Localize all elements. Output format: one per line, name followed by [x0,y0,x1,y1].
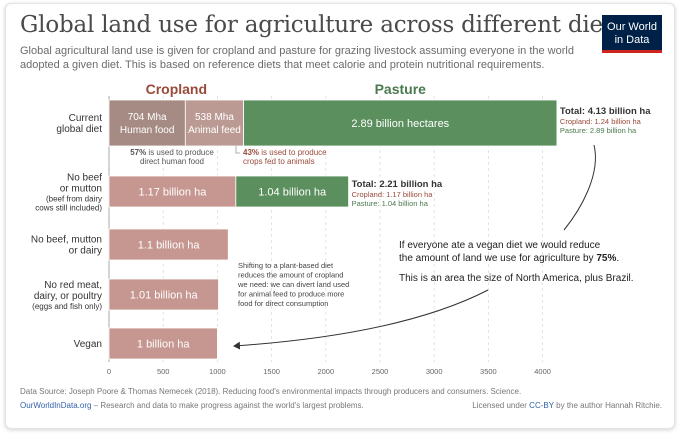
bar-label: 1.1 billion ha [138,240,201,252]
license-link[interactable]: CC-BY [529,401,554,410]
shift-annotation-line: reduces the amount of cropland [238,271,343,280]
bar-segment [108,99,186,147]
arrow-note-to-vegan-bar [233,289,489,350]
footer-source: Data Source: Joseph Poore & Thomas Nemec… [20,387,522,396]
x-tick-label: 500 [157,367,170,376]
chart-subtitle: Global agricultural land use is given fo… [20,45,574,71]
vegan-annotation-line1: If everyone ate a vegan diet we would re… [399,240,601,251]
category-label: Vegan [74,339,102,350]
annotation-text: is used to produce [146,148,214,157]
footer-license: Licensed under CC-BY by the author Hanna… [472,401,662,410]
bar-segment [108,278,219,311]
bar-label: 2.89 billion hectares [351,118,449,130]
shift-annotation-line: Shifting to a plant-based diet [238,261,334,270]
owid-logo[interactable]: Our World in Data [602,15,662,53]
shift-annotation-line: we need: we can divert land used [237,280,349,289]
shift-annotation-line: for animal feed to produce more [238,290,344,299]
vegan-annotation-line2: the amount of land we use for agricultur… [399,253,619,264]
category-label: or dairy [69,246,102,257]
chart-title: Global land use for agriculture across d… [20,12,624,38]
bar-label: 1 billion ha [137,339,190,351]
bar-segment [243,99,558,147]
total-pasture: Pasture: 2.89 billion ha [560,126,637,135]
x-tick-label: 1000 [209,367,226,376]
category-label: or mutton [60,184,102,195]
category-label: global diet [56,124,102,135]
category-label: No beef [67,173,102,184]
total-label: Total: 4.13 billion ha [560,106,651,117]
category-sublabel: (beef from dairy [46,195,102,204]
total-label: Total: 2.21 billion ha [352,179,443,190]
bar-label: 1.01 billion ha [130,290,199,302]
category-sublabel: cows still included) [35,204,102,213]
bar-segment [108,327,218,360]
bar-sublabel: Animal feed [188,125,241,136]
bar-sublabel: Human food [120,125,174,136]
x-tick-label: 0 [107,367,111,376]
footer-owid: OurWorldInData.org – Research and data t… [20,401,364,410]
total-pasture: Pasture: 1.04 billion ha [352,199,429,208]
x-tick-label: 2500 [372,367,389,376]
annotation-pct: 57% [130,148,146,157]
license-post: by the author Hannah Ritchie. [553,401,662,410]
x-tick-label: 2000 [317,367,334,376]
total-cropland: Cropland: 1.24 billion ha [560,117,642,126]
animal-feed-leader [235,146,240,154]
vegan-line2-post: . [616,253,619,264]
bar-segment [184,99,245,147]
chart-svg: 0 500 1000 1500 2000 2500 3000 3500 4000 Cropland… [31,81,651,376]
bar-segment [235,175,349,208]
x-tick-label: 1500 [263,367,280,376]
animal-feed-annotation: 43% is used to produce [243,148,327,157]
logo-line-1: Our World [607,21,657,33]
annotation-text: is used to produce [259,148,327,157]
bar-label: 538 Mha [195,112,234,123]
bar-segment [108,228,229,261]
bar-label: 1.17 billion ha [138,187,207,199]
cropland-header: Cropland [146,81,207,97]
category-sublabel: (eggs and fish only) [32,302,102,311]
shift-annotation-line: food for direct consumption [238,299,328,308]
bar-segment [108,175,237,208]
annotation-pct: 43% [243,148,259,157]
bar-label: 704 Mha [128,112,167,123]
vegan-annotation-line3: This is an area the size of North Americ… [399,273,634,284]
vegan-line2-pre: the amount of land we use for agricultur… [399,253,596,264]
x-tick-label: 3000 [426,367,443,376]
owid-tagline: – Research and data to make progress aga… [91,401,364,410]
arrow-total-to-vegan-note [563,144,596,231]
human-food-annotation-line2: direct human food [140,157,204,166]
x-tick-label: 4000 [534,367,551,376]
chart-card: Global land use for agriculture across d… [5,3,675,429]
x-tick-label: 3500 [480,367,497,376]
pasture-header: Pasture [375,81,427,97]
category-label: Current [69,113,103,124]
category-label: No red meat, [44,280,102,291]
human-food-annotation: 57% is used to produce [130,148,214,157]
total-cropland: Cropland: 1.17 billion ha [352,190,434,199]
category-label: dairy, or poultry [34,291,102,302]
vegan-line2-bold: 75% [596,253,616,264]
bar-label: 1.04 billion ha [258,187,327,199]
animal-feed-annotation-line2: crops fed to animals [243,157,315,166]
license-pre: Licensed under [472,401,530,410]
logo-line-2: in Data [614,34,650,46]
owid-link[interactable]: OurWorldInData.org [20,401,92,410]
category-label: No beef, mutton [31,235,102,246]
